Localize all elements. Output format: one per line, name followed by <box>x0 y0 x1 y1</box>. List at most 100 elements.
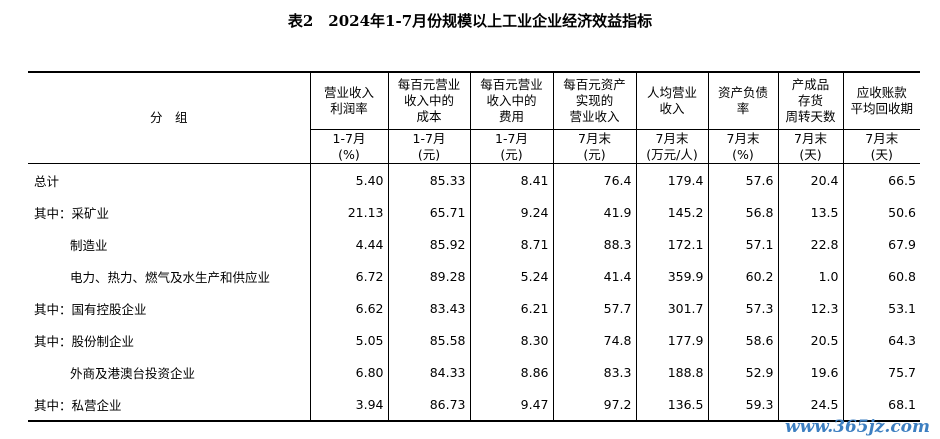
column-period-unit: 1-7月 (%) <box>309 129 388 164</box>
cell: 5.05 <box>309 324 388 356</box>
cell: 20.4 <box>777 163 843 196</box>
column-header: 营业收入 利润率 <box>309 72 388 130</box>
row-label: 其中：采矿业 <box>34 205 110 221</box>
column-period-unit: 7月末 (天) <box>777 129 843 164</box>
unit: (元) <box>500 146 523 162</box>
table-row: 其中：国有控股企业 6.62 83.43 6.21 57.7 301.7 57.3 12.3 5… <box>28 292 920 324</box>
header-line: 收入中的 <box>403 93 454 108</box>
unit: (元) <box>417 146 441 162</box>
header-line: 实现的 <box>575 93 614 108</box>
data-table: 分 组营业收入 利润率 每百元营业 收入中的 成本 每百元营业 收入中的 费用 每百元资产 实现的… <box>28 71 920 422</box>
row-label: 电力、热力、燃气及水生产和供应业 <box>70 269 271 285</box>
period: 1-7月 <box>495 130 528 146</box>
unit: (天) <box>799 146 822 162</box>
period: 1-7月 <box>332 130 366 146</box>
column-header: 每百元营业 收入中的 成本 <box>387 72 470 130</box>
period: 7月末 <box>726 130 760 146</box>
cell: 68.1 <box>842 388 920 421</box>
header-line: 营业收入 <box>323 85 374 100</box>
header-line: 平均回收期 <box>850 101 913 116</box>
cell: 5.40 <box>309 163 388 196</box>
cell: 60.8 <box>842 260 920 292</box>
cell: 60.2 <box>707 260 778 292</box>
header-line: 率 <box>736 101 750 116</box>
table-row: 其中：股份制企业 5.05 85.58 8.30 74.8 177.9 58.6 20.5 64… <box>28 324 920 356</box>
cell: 9.24 <box>469 196 553 228</box>
cell: 8.86 <box>469 356 553 388</box>
cell: 9.47 <box>469 388 553 421</box>
row-label: 总计 <box>34 173 60 189</box>
header-line: 收入 <box>659 101 685 116</box>
header-line: 每百元资产 <box>563 77 626 92</box>
header-line: 周转天数 <box>785 109 836 124</box>
table-row: 其中：私营企业 3.94 86.73 9.47 97.2 136.5 59.3 24.5 68.… <box>28 388 920 421</box>
period: 7月末 <box>794 130 827 146</box>
cell: 13.5 <box>777 196 843 228</box>
header-line: 应收账款 <box>856 85 907 100</box>
table-row: 其中：采矿业 21.13 65.71 9.24 41.9 145.2 56.8 13.5 50.… <box>28 196 920 228</box>
cell: 145.2 <box>635 196 708 228</box>
header-line: 资产负债 <box>717 85 768 100</box>
cell: 57.7 <box>552 292 636 324</box>
cell: 41.4 <box>552 260 636 292</box>
unit: (%) <box>338 146 360 162</box>
unit: (天) <box>870 146 893 162</box>
cell: 85.92 <box>387 228 470 260</box>
cell: 179.4 <box>635 163 708 196</box>
column-header: 产成品 存货 周转天数 <box>777 72 843 130</box>
cell: 65.71 <box>387 196 470 228</box>
unit: (%) <box>732 146 754 162</box>
cell: 3.94 <box>309 388 388 421</box>
column-period-unit: 7月末 (元) <box>552 129 636 164</box>
period: 7月末 <box>865 130 899 146</box>
cell: 22.8 <box>777 228 843 260</box>
cell: 85.58 <box>387 324 470 356</box>
cell: 86.73 <box>387 388 470 421</box>
watermark: www.365jz.com <box>785 417 930 437</box>
cell: 74.8 <box>552 324 636 356</box>
header-line: 每百元营业 <box>480 77 543 92</box>
header-line: 人均营业 <box>646 85 697 100</box>
cell: 58.6 <box>707 324 778 356</box>
header-line: 存货 <box>797 93 823 108</box>
cell: 24.5 <box>777 388 843 421</box>
table-row: 外商及港澳台投资企业 6.80 84.33 8.86 83.3 188.8 52.9 19.6… <box>28 356 920 388</box>
cell: 8.30 <box>469 324 553 356</box>
cell: 67.9 <box>842 228 920 260</box>
cell: 84.33 <box>387 356 470 388</box>
cell: 8.41 <box>469 163 553 196</box>
cell: 83.43 <box>387 292 470 324</box>
header-line: 产成品 <box>791 77 830 92</box>
header-line: 营业收入 <box>569 109 620 124</box>
cell: 20.5 <box>777 324 843 356</box>
header-line: 费用 <box>498 109 524 124</box>
table-row: 电力、热力、燃气及水生产和供应业 6.72 89.28 5.24 41.4 359.9 60… <box>28 260 920 292</box>
cell: 56.8 <box>707 196 778 228</box>
cell: 172.1 <box>635 228 708 260</box>
column-period-unit: 7月末 (天) <box>842 129 920 164</box>
table-title: 表2 2024年1-7月份规模以上工业企业经济效益指标 <box>287 12 653 30</box>
column-period-unit: 1-7月 (元) <box>387 129 470 164</box>
column-period-unit: 7月末 (万元/人) <box>635 129 708 164</box>
column-period-unit: 1-7月 (元) <box>469 129 553 164</box>
period: 1-7月 <box>412 130 446 146</box>
cell: 19.6 <box>777 356 843 388</box>
cell: 301.7 <box>635 292 708 324</box>
header-line: 每百元营业 <box>397 77 461 92</box>
column-period-unit: 7月末 (%) <box>707 129 778 164</box>
row-label: 其中：股份制企业 <box>34 333 135 349</box>
cell: 1.0 <box>777 260 843 292</box>
cell: 75.7 <box>842 356 920 388</box>
cell: 41.9 <box>552 196 636 228</box>
cell: 6.80 <box>309 356 388 388</box>
header-line: 利润率 <box>330 101 368 116</box>
group-header: 分 组 <box>28 72 310 164</box>
cell: 6.21 <box>469 292 553 324</box>
row-label: 其中：私营企业 <box>34 397 122 413</box>
cell: 89.28 <box>387 260 470 292</box>
cell: 136.5 <box>635 388 708 421</box>
row-label: 外商及港澳台投资企业 <box>70 365 196 381</box>
period: 7月末 <box>655 130 689 146</box>
cell: 57.6 <box>707 163 778 196</box>
cell: 83.3 <box>552 356 636 388</box>
